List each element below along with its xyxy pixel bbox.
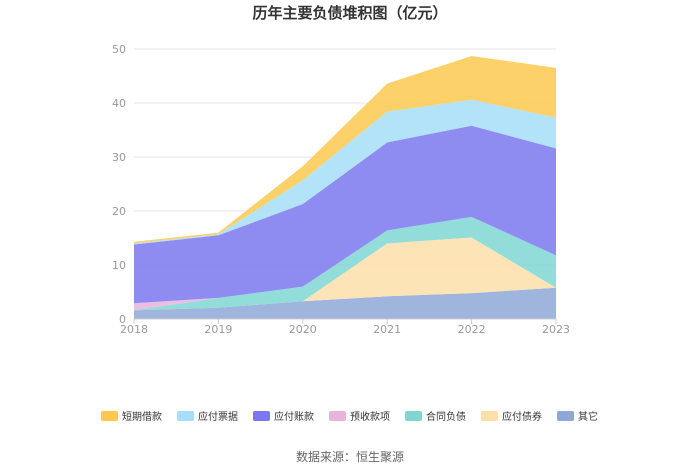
legend-item: 预收款项	[329, 410, 390, 423]
legend: 短期借款 应付票据 应付账款 预收款项 合同负债 应付债券 其它	[101, 410, 598, 423]
legend-swatch	[329, 411, 346, 421]
data-source: 数据来源：恒生聚源	[296, 449, 404, 464]
legend-label: 其它	[578, 410, 598, 423]
legend-label: 应付债券	[502, 410, 542, 423]
x-axis: 2018 2019 2020 2021 2022 2023	[120, 318, 570, 336]
legend-swatch	[101, 411, 118, 421]
area-4	[134, 125, 556, 304]
legend-item: 应付债券	[481, 410, 542, 423]
legend-item: 应付票据	[177, 410, 238, 423]
x-tick-label: 2019	[204, 323, 232, 336]
legend-item: 应付账款	[253, 410, 314, 423]
y-axis: 0 10 20 30 40 50	[112, 43, 126, 326]
legend-swatch	[405, 411, 422, 421]
legend-label: 短期借款	[122, 410, 162, 423]
y-tick-label: 10	[112, 259, 126, 272]
legend-swatch	[557, 411, 574, 421]
area-3	[134, 216, 556, 311]
area-2	[134, 216, 556, 311]
legend-swatch	[177, 411, 194, 421]
x-tick-label: 2018	[120, 323, 148, 336]
legend-item: 短期借款	[101, 410, 162, 423]
x-tick-label: 2023	[542, 323, 570, 336]
legend-item: 其它	[557, 410, 598, 423]
legend-swatch	[253, 411, 270, 421]
area-6	[134, 56, 556, 244]
area-0	[134, 287, 556, 319]
legend-label: 应付票据	[198, 410, 238, 423]
legend-label: 预收款项	[350, 410, 390, 423]
legend-label: 合同负债	[426, 410, 466, 423]
x-tick-label: 2020	[289, 323, 317, 336]
area-series	[134, 56, 556, 319]
y-tick-label: 50	[112, 43, 126, 56]
legend-label: 应付账款	[274, 410, 314, 423]
y-tick-label: 0	[119, 313, 126, 326]
x-tick-label: 2022	[458, 323, 486, 336]
x-tick-label: 2021	[373, 323, 401, 336]
legend-item: 合同负债	[405, 410, 466, 423]
area-5	[134, 99, 556, 245]
y-tick-label: 20	[112, 205, 126, 218]
chart-title: 历年主要负债堆积图（亿元）	[252, 4, 447, 22]
area-1	[134, 237, 556, 311]
y-tick-label: 30	[112, 151, 126, 164]
y-tick-label: 40	[112, 97, 126, 110]
legend-swatch	[481, 411, 498, 421]
